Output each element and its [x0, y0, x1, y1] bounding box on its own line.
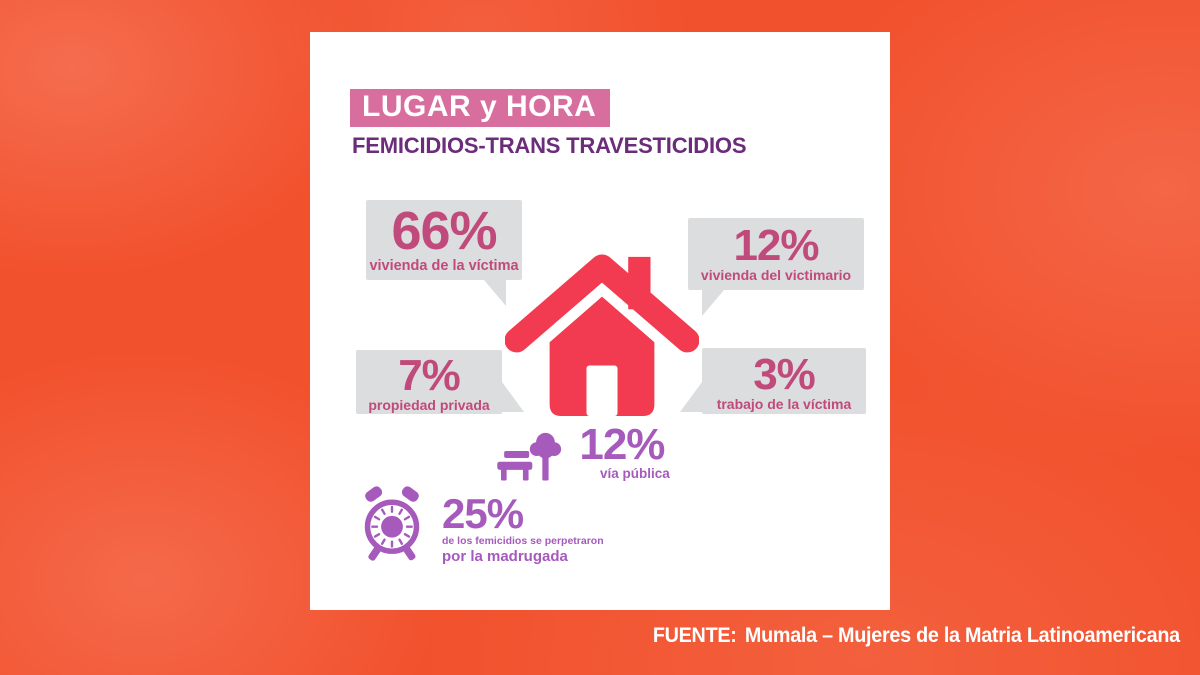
infographic-card: LUGAR y HORA FEMICIDIOS-TRANS TRAVESTICI…: [310, 32, 890, 610]
stat-value: 12%: [733, 221, 819, 270]
stat-value: 7%: [398, 351, 461, 400]
source-text: Mumala – Mujeres de la Matria Latinoamer…: [745, 623, 1180, 647]
stat-label-small: de los femicidios se perpetraron: [442, 534, 604, 547]
speech-bubble-tail: [702, 290, 724, 316]
stat-public-space-text: 12% vía pública: [574, 420, 670, 481]
stat-early-morning-text: 25% de los femicidios se perpetraron por…: [442, 490, 604, 565]
source-credit: FUENTE: Mumala – Mujeres de la Matria Lat…: [653, 623, 1180, 648]
tree-bench-icon: [497, 432, 562, 481]
stat-label: propiedad privada: [368, 396, 490, 413]
stat-bubble-private-property: 7% propiedad privada: [356, 350, 524, 414]
page-title: LUGAR y HORA: [362, 90, 597, 123]
stat-label-bold: por la madrugada: [442, 547, 568, 565]
stat-early-morning: 25% de los femicidios se perpetraron por…: [358, 484, 604, 565]
stat-bubble-victim-home: 66% vivienda de la víctima: [366, 200, 522, 306]
stat-value: 25%: [442, 490, 524, 537]
stat-label: vivienda de la víctima: [369, 258, 519, 275]
house-icon: [505, 254, 699, 416]
stat-value: 3%: [753, 350, 816, 399]
stat-label: trabajo de la víctima: [716, 395, 852, 412]
stat-label: vía pública: [600, 465, 670, 481]
stat-value: 12%: [579, 420, 665, 469]
alarm-clock-icon: [364, 486, 420, 561]
stat-bubble-victim-work: 3% trabajo de la víctima: [680, 348, 866, 414]
stat-label: vivienda del victimario: [700, 266, 852, 283]
page-subtitle: FEMICIDIOS-TRANS TRAVESTICIDIOS: [352, 133, 747, 158]
stat-value: 66%: [391, 201, 497, 261]
speech-bubble-tail: [484, 280, 506, 306]
title-banner: LUGAR y HORA: [350, 89, 611, 127]
source-prefix: FUENTE:: [652, 623, 737, 647]
stat-bubble-aggressor-home: 12% vivienda del victimario: [688, 218, 864, 316]
stat-public-space: 12% vía pública: [496, 420, 670, 486]
